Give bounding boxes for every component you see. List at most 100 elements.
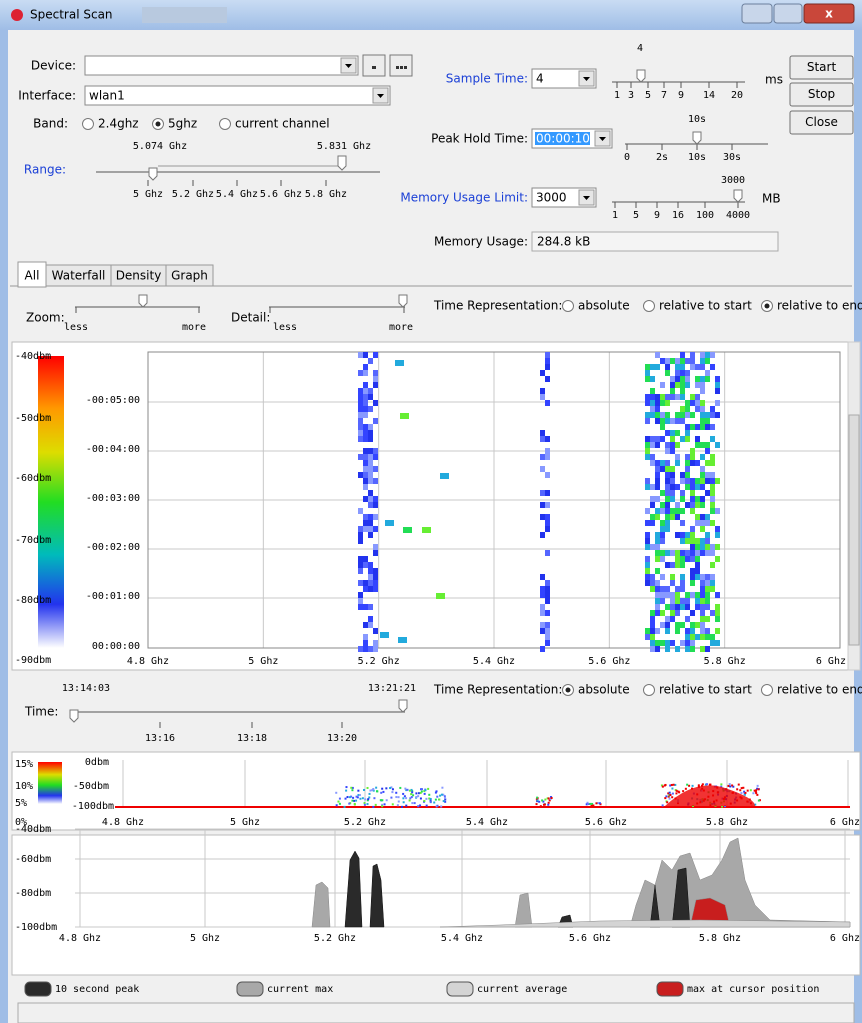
density-dot xyxy=(392,803,394,805)
waterfall-cell xyxy=(650,640,655,646)
frequency-label: 5.8 Ghz xyxy=(706,817,748,828)
density-dot xyxy=(409,797,411,799)
waterfall-cell xyxy=(358,388,363,394)
waterfall-cell xyxy=(700,610,705,616)
density-dot xyxy=(415,796,417,798)
radio[interactable] xyxy=(762,685,773,696)
slider-tick-label: 10s xyxy=(688,152,706,163)
waterfall-cell xyxy=(680,358,685,364)
slider-tick-label: 20 xyxy=(731,90,743,101)
waterfall-cell xyxy=(705,460,710,466)
waterfall-cell xyxy=(695,496,700,502)
density-colorbar xyxy=(38,762,62,804)
waterfall-cell xyxy=(363,496,368,502)
waterfall-cell xyxy=(545,640,550,646)
waterfall-cell xyxy=(715,610,720,616)
waterfall-cell xyxy=(695,622,700,628)
level-label: -40dbm xyxy=(15,351,51,362)
waterfall-cell xyxy=(670,604,675,610)
density-dot xyxy=(357,790,359,792)
interface-combo[interactable] xyxy=(85,86,390,105)
minimize-button[interactable] xyxy=(742,4,772,23)
frequency-label: 5.4 Ghz xyxy=(466,817,508,828)
waterfall-cell xyxy=(690,622,695,628)
waterfall-cell xyxy=(540,502,545,508)
waterfall-cell xyxy=(715,532,720,538)
waterfall-cell xyxy=(363,634,368,640)
waterfall-cell xyxy=(705,550,710,556)
waterfall-cell xyxy=(650,574,655,580)
radio[interactable] xyxy=(644,685,655,696)
waterfall-cell xyxy=(695,544,700,550)
density-dot xyxy=(665,784,667,786)
waterfall-cell xyxy=(715,544,720,550)
slider-value: 3000 xyxy=(721,175,745,186)
density-dot xyxy=(676,790,678,792)
waterfall-cell xyxy=(700,388,705,394)
waterfall-cell xyxy=(675,382,680,388)
waterfall-cell xyxy=(685,430,690,436)
density-dot xyxy=(350,787,352,789)
waterfall-cell xyxy=(715,478,720,484)
density-dot xyxy=(369,790,371,792)
waterfall-cell xyxy=(695,568,700,574)
range-thumb-high[interactable] xyxy=(338,156,346,170)
waterfall-cell xyxy=(715,592,720,598)
slider-tick-label: 9 xyxy=(654,210,660,221)
waterfall-cell xyxy=(710,460,715,466)
radio[interactable] xyxy=(563,301,574,312)
waterfall-cell xyxy=(695,604,700,610)
slider-min: less xyxy=(273,322,297,333)
waterfall-cell xyxy=(710,610,715,616)
waterfall-cell xyxy=(545,490,550,496)
waterfall-cell xyxy=(655,412,660,418)
density-dot xyxy=(339,803,341,805)
small-button[interactable] xyxy=(390,55,412,76)
waterfall-cell xyxy=(705,592,710,598)
waterfall-cell xyxy=(700,604,705,610)
band-label: Band: xyxy=(33,117,68,131)
legend-label: current average xyxy=(477,984,567,995)
waterfall-cell xyxy=(645,532,650,538)
waterfall-cell xyxy=(690,352,695,358)
density-dot xyxy=(674,806,676,808)
maximize-button[interactable] xyxy=(774,4,802,23)
small-button[interactable] xyxy=(363,55,385,76)
waterfall-cell xyxy=(645,556,650,562)
waterfall-cell xyxy=(363,484,368,490)
slider-value: 10s xyxy=(688,114,706,125)
waterfall-cell xyxy=(655,580,660,586)
waterfall-cell xyxy=(705,442,710,448)
time-label: -00:01:00 xyxy=(86,591,140,602)
waterfall-cell xyxy=(540,430,545,436)
waterfall-cell xyxy=(363,526,368,532)
device-combo[interactable] xyxy=(85,56,358,75)
waterfall-cell xyxy=(645,478,650,484)
waterfall-cell xyxy=(660,382,665,388)
slider-tick-label: 16 xyxy=(672,210,684,221)
density-dot xyxy=(391,791,393,793)
density-dot xyxy=(430,801,432,803)
density-dot xyxy=(544,799,546,801)
waterfall-cell xyxy=(650,622,655,628)
density-dot xyxy=(537,799,539,801)
percent-label: 5% xyxy=(15,798,27,809)
waterfall-cell xyxy=(373,400,378,406)
radio[interactable] xyxy=(644,301,655,312)
waterfall-cell xyxy=(363,406,368,412)
waterfall-cell xyxy=(675,430,680,436)
waterfall-cell xyxy=(685,382,690,388)
radio[interactable] xyxy=(220,119,231,130)
waterfall-cell xyxy=(700,418,705,424)
density-dot xyxy=(410,793,412,795)
waterfall-cell xyxy=(680,418,685,424)
waterfall-cell xyxy=(655,514,660,520)
density-dot xyxy=(395,796,397,798)
scrollbar-thumb[interactable] xyxy=(849,415,859,645)
waterfall-cell xyxy=(670,550,675,556)
waterfall-cell xyxy=(660,556,665,562)
waterfall-cell xyxy=(655,400,660,406)
glyph xyxy=(372,66,376,69)
waterfall-cell xyxy=(670,448,675,454)
radio[interactable] xyxy=(83,119,94,130)
